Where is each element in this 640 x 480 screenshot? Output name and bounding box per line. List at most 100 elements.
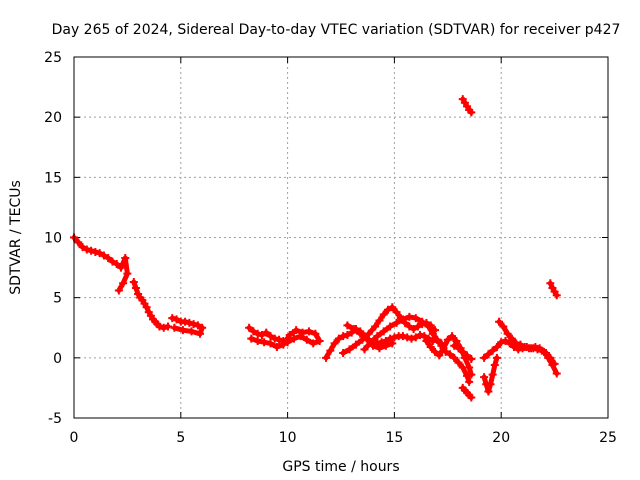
data-point — [428, 329, 437, 338]
data-point — [304, 327, 313, 336]
data-point — [445, 350, 454, 359]
data-point — [398, 332, 407, 341]
data-point — [373, 332, 382, 341]
data-point — [420, 332, 429, 341]
x-tick-label: 20 — [492, 430, 510, 446]
data-point — [520, 343, 529, 352]
grid — [74, 57, 608, 418]
x-tick-label: 25 — [599, 430, 617, 446]
data-point — [322, 353, 331, 362]
data-point — [257, 330, 266, 339]
data-point — [488, 370, 497, 379]
x-tick-label: 0 — [70, 430, 79, 446]
data-point — [546, 353, 555, 362]
data-point — [74, 238, 83, 247]
data-trace — [71, 235, 130, 293]
data-point — [292, 326, 301, 335]
data-point — [279, 340, 288, 349]
data-point — [507, 334, 516, 343]
data-point — [302, 335, 311, 344]
y-tick-label: 20 — [44, 110, 62, 126]
data-point — [454, 358, 463, 367]
data-point — [185, 318, 194, 327]
data-point — [533, 345, 542, 354]
data-points — [70, 95, 561, 402]
data-point — [262, 328, 271, 337]
data-point — [405, 312, 414, 321]
x-axis-label: GPS time / hours — [282, 459, 399, 475]
data-point — [119, 279, 128, 288]
data-point — [450, 353, 459, 362]
data-point — [187, 327, 196, 336]
chart-title: Day 265 of 2024, Sidereal Day-to-day VTE… — [52, 22, 621, 38]
data-series-11 — [450, 341, 476, 364]
y-tick-label: 15 — [44, 170, 62, 186]
data-point — [116, 263, 125, 272]
data-point — [108, 257, 117, 266]
data-series-4 — [245, 323, 324, 352]
y-tick-label: 10 — [44, 231, 62, 247]
data-point — [168, 314, 177, 323]
data-point — [99, 251, 108, 260]
data-point — [247, 334, 256, 343]
data-point — [465, 377, 474, 386]
data-point — [552, 291, 561, 300]
data-point — [484, 387, 493, 396]
data-point — [189, 320, 198, 329]
data-point — [87, 246, 96, 255]
data-point — [343, 321, 352, 330]
data-point — [501, 336, 510, 345]
data-point — [492, 353, 501, 362]
data-point — [403, 333, 412, 342]
data-point — [379, 310, 388, 319]
data-point — [435, 351, 444, 360]
data-point — [360, 345, 369, 354]
data-series-1 — [70, 233, 132, 295]
data-point — [326, 346, 335, 355]
data-point — [390, 333, 399, 342]
data-point — [375, 316, 384, 325]
data-point — [82, 245, 91, 254]
data-point — [253, 336, 262, 345]
y-tick-label: 0 — [53, 351, 62, 367]
data-point — [260, 338, 269, 347]
data-point — [298, 328, 307, 337]
data-point — [490, 361, 499, 370]
data-point — [407, 334, 416, 343]
data-point — [409, 324, 418, 333]
data-point — [416, 330, 425, 339]
data-point — [311, 329, 320, 338]
data-point — [550, 359, 559, 368]
data-point — [193, 321, 202, 330]
data-point — [375, 344, 384, 353]
data-point — [388, 339, 397, 348]
data-point — [418, 317, 427, 326]
data-point — [78, 243, 87, 252]
data-point — [198, 323, 207, 332]
plot-frame — [73, 56, 609, 419]
data-point — [343, 330, 352, 339]
x-tick-labels: 0 5 10 15 20 25 — [70, 430, 617, 446]
data-point — [411, 314, 420, 323]
data-series-17 — [546, 279, 561, 300]
data-point — [309, 339, 318, 348]
data-point — [121, 253, 130, 262]
data-point — [270, 334, 279, 343]
data-point — [364, 329, 373, 338]
data-point — [546, 279, 555, 288]
data-point — [448, 332, 457, 341]
data-point — [104, 253, 113, 262]
data-point — [424, 322, 433, 331]
data-point — [351, 340, 360, 349]
data-point — [290, 334, 299, 343]
data-series-16 — [495, 317, 559, 368]
data-point — [422, 336, 431, 345]
data-point — [339, 349, 348, 358]
data-point — [266, 332, 275, 341]
data-point — [114, 286, 123, 295]
data-point — [430, 347, 439, 356]
data-point — [386, 334, 395, 343]
data-point — [253, 329, 262, 338]
data-point — [345, 345, 354, 354]
